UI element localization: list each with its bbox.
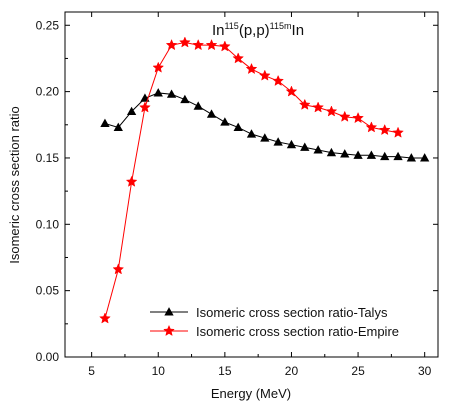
data-point <box>100 118 110 128</box>
data-point <box>245 62 258 75</box>
data-point <box>366 150 377 159</box>
data-point <box>180 94 190 104</box>
data-point <box>272 74 284 86</box>
title-superscript: 115m <box>270 21 292 31</box>
data-point <box>112 263 125 275</box>
legend-marker <box>163 324 175 336</box>
legend-entry: Isomeric cross section ratio-Talys <box>150 305 388 320</box>
data-point <box>338 110 351 122</box>
legend-label: Isomeric cross section ratio-Empire <box>196 324 399 339</box>
data-point <box>392 126 404 138</box>
title-segment: In <box>292 22 305 39</box>
data-point <box>325 105 338 117</box>
y-tick-label: 0.10 <box>36 217 60 231</box>
x-tick-label: 5 <box>88 364 95 378</box>
data-point <box>233 122 243 131</box>
data-point <box>340 149 350 158</box>
data-point <box>300 142 310 151</box>
data-point <box>192 39 205 51</box>
data-point <box>260 133 270 142</box>
data-point <box>113 122 123 131</box>
series-empire <box>99 36 404 324</box>
y-tick-label: 0.15 <box>36 151 60 165</box>
series-line <box>104 42 399 319</box>
data-point <box>406 153 417 162</box>
chart-title: In115(p,p)115mIn <box>212 21 304 39</box>
data-point <box>126 106 137 116</box>
data-point <box>166 89 177 98</box>
x-tick-label: 10 <box>152 364 166 378</box>
x-tick-label: 30 <box>418 364 432 378</box>
data-point <box>205 39 218 51</box>
data-point <box>140 93 150 102</box>
y-tick-label: 0.20 <box>36 85 60 99</box>
data-point <box>179 36 191 48</box>
series-layer <box>99 36 430 324</box>
data-point <box>153 88 163 97</box>
y-tick-label: 0.25 <box>36 18 60 32</box>
title-superscript: 115 <box>224 21 238 31</box>
data-point <box>152 61 165 73</box>
data-point <box>258 69 271 81</box>
data-point <box>365 121 378 133</box>
data-point <box>420 153 430 162</box>
data-point <box>193 101 203 110</box>
series-line <box>104 92 425 159</box>
data-point <box>125 175 138 187</box>
data-point <box>273 137 283 146</box>
data-point <box>232 52 245 64</box>
y-axis-title: Isomeric cross section ratio <box>7 106 22 264</box>
series-talys <box>100 88 430 162</box>
data-point <box>219 40 231 52</box>
data-point <box>393 151 403 161</box>
data-point <box>206 109 217 118</box>
data-point <box>220 117 230 126</box>
data-point <box>298 98 311 110</box>
data-point <box>312 101 324 113</box>
data-point <box>352 111 364 124</box>
data-point <box>246 129 257 138</box>
legend-label: Isomeric cross section ratio-Talys <box>196 305 388 320</box>
data-point <box>326 147 337 157</box>
x-tick-label: 15 <box>218 364 232 378</box>
title-segment: In <box>212 22 225 39</box>
axis-ticks: 5 10 15 20 25 30 0.00 0.05 0.10 0.15 0.20 0.25 <box>36 12 438 378</box>
data-point <box>378 123 391 136</box>
title-segment: (p,p) <box>239 22 270 39</box>
data-point <box>165 39 178 51</box>
data-point <box>99 312 111 324</box>
x-tick-label: 20 <box>285 364 299 378</box>
data-point <box>313 145 323 154</box>
legend-marker <box>164 307 174 316</box>
data-point <box>139 101 151 113</box>
x-tick-label: 25 <box>351 364 365 378</box>
data-point <box>286 139 297 149</box>
legend: Isomeric cross section ratio-Talys Isomer… <box>150 305 399 339</box>
y-tick-label: 0.00 <box>36 350 60 364</box>
data-point <box>353 150 363 159</box>
legend-entry: Isomeric cross section ratio-Empire <box>150 324 399 339</box>
x-axis-title: Energy (MeV) <box>211 386 291 401</box>
y-tick-label: 0.05 <box>36 284 60 298</box>
data-point <box>380 151 390 161</box>
plot-frame <box>64 11 439 358</box>
data-point <box>285 85 298 97</box>
